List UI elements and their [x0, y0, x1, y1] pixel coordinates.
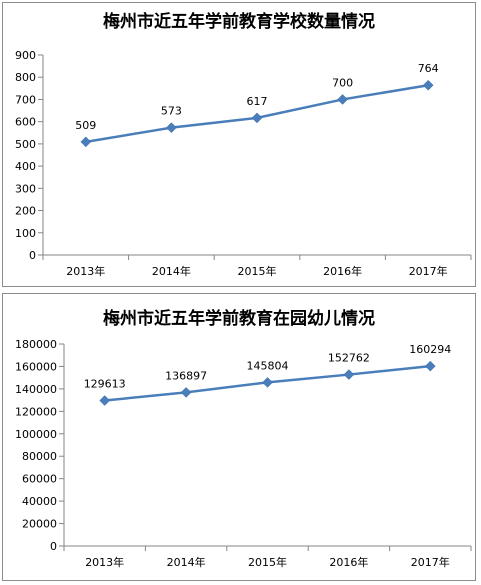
data-label: 152762 [328, 352, 370, 365]
y-tick-label: 80000 [22, 450, 57, 463]
y-tick-label: 200 [15, 205, 36, 218]
data-point-marker [337, 94, 348, 105]
chart-title: 梅州市近五年学前教育在园幼儿情况 [103, 308, 375, 329]
data-point-marker [251, 112, 263, 124]
x-tick-label: 2013年 [66, 264, 105, 278]
x-tick-label: 2014年 [152, 264, 191, 278]
chart-panel-children: 梅州市近五年学前教育在园幼儿情况 0 20000 40000 60000 80000 10… [2, 293, 476, 581]
data-point-marker [80, 136, 92, 148]
y-tick-label: 0 [29, 249, 36, 262]
data-point-marker [262, 377, 273, 388]
chart-children: 梅州市近五年学前教育在园幼儿情况 0 20000 40000 60000 80000 10… [15, 308, 472, 569]
x-tick-label: 2013年 [85, 555, 124, 569]
x-tick-label: 2017年 [411, 555, 450, 569]
x-tick-label: 2016年 [329, 555, 368, 569]
y-tick-label: 0 [50, 540, 57, 553]
data-point-marker [422, 79, 434, 91]
data-label: 160294 [409, 343, 451, 356]
y-tick-label: 800 [15, 71, 36, 84]
y-tick-label: 140000 [15, 383, 57, 396]
x-tick-label: 2017年 [409, 264, 448, 278]
y-tick-label: 160000 [15, 360, 57, 373]
chart-title: 梅州市近五年学前教育学校数量情况 [103, 11, 375, 32]
chart-schools: 梅州市近五年学前教育学校数量情况 0 100 200 300 400 500 600 700 8… [15, 11, 472, 278]
data-point-marker [166, 122, 177, 134]
y-tick-label: 100 [15, 227, 36, 240]
x-tick-label: 2016年 [323, 264, 362, 278]
y-tick-label: 180000 [15, 338, 57, 351]
y-tick-label: 900 [15, 49, 36, 62]
data-label: 573 [161, 105, 182, 118]
x-tick-label: 2014年 [167, 555, 206, 569]
data-label: 145804 [247, 359, 289, 372]
y-tick-label: 400 [15, 160, 36, 173]
chart-panel-schools: 梅州市近五年学前教育学校数量情况 0 100 200 300 400 500 600 700 8… [2, 2, 476, 287]
data-point-marker [180, 387, 192, 398]
y-tick-label: 40000 [22, 495, 57, 508]
data-point-marker [99, 395, 111, 406]
x-tick-label: 2015年 [248, 555, 287, 569]
data-label: 764 [418, 62, 439, 75]
x-tick-label: 2015年 [238, 264, 277, 278]
data-label: 129613 [84, 378, 126, 391]
y-tick-label: 60000 [22, 473, 57, 486]
y-tick-label: 120000 [15, 405, 57, 418]
y-tick-label: 500 [15, 138, 36, 151]
data-label: 617 [247, 95, 268, 108]
y-tick-label: 20000 [22, 518, 57, 531]
y-tick-label: 100000 [15, 428, 57, 441]
data-label: 509 [75, 119, 96, 132]
y-tick-label: 300 [15, 182, 36, 195]
data-label: 700 [332, 76, 353, 89]
data-point-marker [424, 360, 436, 372]
y-tick-label: 700 [15, 93, 36, 106]
data-point-marker [343, 369, 355, 380]
data-label: 136897 [165, 369, 207, 382]
y-tick-label: 600 [15, 116, 36, 129]
